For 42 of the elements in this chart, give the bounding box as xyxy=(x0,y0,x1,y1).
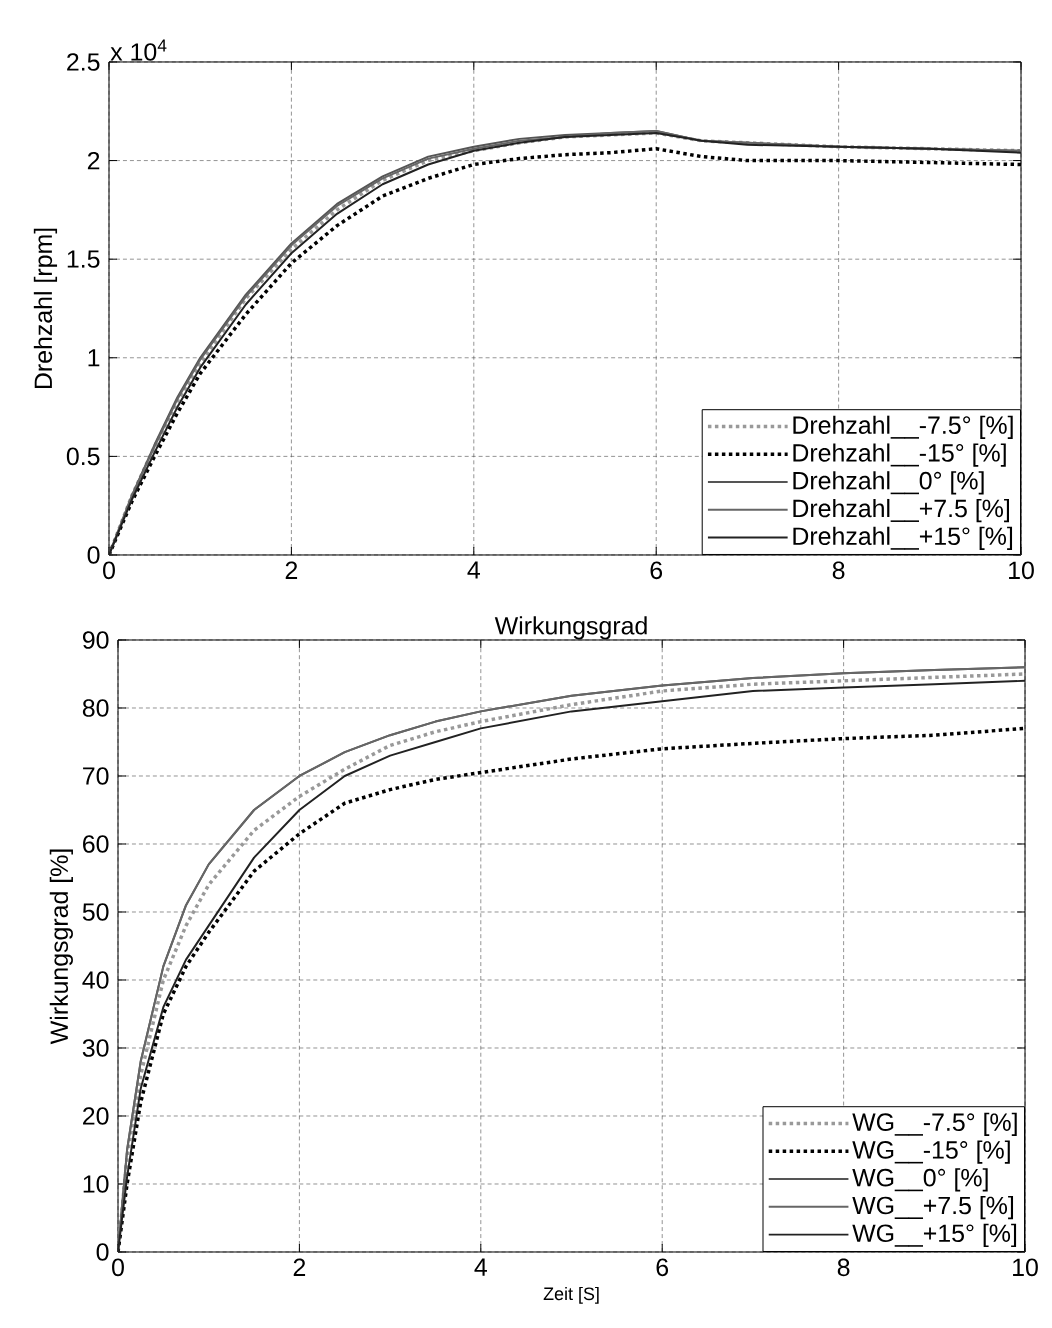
legend-label: WG__+7.5 [%] xyxy=(852,1195,1014,1220)
x-tick-label: 10 xyxy=(1009,561,1034,580)
chart-title: Wirkungsgrad xyxy=(494,616,647,640)
y-tick-label: 0 xyxy=(87,546,100,564)
x-axis-title: Zeit [S] xyxy=(543,1286,599,1304)
x-tick-label: 4 xyxy=(467,561,481,579)
y-axis-title: Drehzahl [rpm] xyxy=(33,228,58,389)
x-tick-label: 6 xyxy=(650,561,663,580)
x-tick-label: 4 xyxy=(474,1258,488,1276)
y-tick-label: 80 xyxy=(82,699,109,717)
y-tick-label: 20 xyxy=(83,1107,109,1125)
y-tick-label: 2.5 xyxy=(67,53,100,71)
legend-label: Drehzahl__-7.5° [%] xyxy=(793,415,1013,439)
x-tick-label: 0 xyxy=(112,1258,124,1277)
legend-label: Drehzahl__-15° [%] xyxy=(793,443,1006,467)
x-tick-label: 6 xyxy=(656,1258,669,1277)
legend-label: Drehzahl__+7.5 [%] xyxy=(793,498,1009,523)
y-tick-label: 90 xyxy=(82,631,109,649)
x-tick-label: 2 xyxy=(293,1258,306,1276)
x-tick-label: 8 xyxy=(837,1258,850,1277)
legend-label: WG__+15° [%] xyxy=(852,1223,1017,1247)
y-tick-label: 40 xyxy=(82,971,109,989)
text: x 10$^{4}$ xyxy=(110,39,167,61)
y-tick-label: 0.5 xyxy=(66,447,100,466)
x-tick-label: 2 xyxy=(285,561,298,579)
legend-label: WG__0° [%] xyxy=(852,1168,988,1192)
y-tick-label: 10 xyxy=(83,1175,109,1193)
legend-label: WG__-15° [%] xyxy=(852,1140,1010,1164)
y-tick-label: 30 xyxy=(82,1039,109,1057)
y-tick-label: 1 xyxy=(88,349,100,367)
y-tick-label: 2 xyxy=(87,151,100,170)
y-tick-label: 70 xyxy=(83,767,109,785)
legend-label: WG__-7.5° [%] xyxy=(852,1112,1017,1136)
legend-label: Drehzahl__0° [%] xyxy=(793,471,984,495)
legend-label: Drehzahl__+15° [%] xyxy=(793,526,1013,550)
x-tick-label: 8 xyxy=(832,561,845,580)
y-tick-label: 60 xyxy=(83,835,109,853)
y-tick-label: 1.5 xyxy=(67,250,100,268)
y-tick-label: 50 xyxy=(82,903,109,921)
y-tick-label: 0 xyxy=(96,1243,109,1261)
x-tick-label: 10 xyxy=(1013,1258,1038,1277)
y-axis-title: Wirkungsgrad [%] xyxy=(49,849,73,1045)
